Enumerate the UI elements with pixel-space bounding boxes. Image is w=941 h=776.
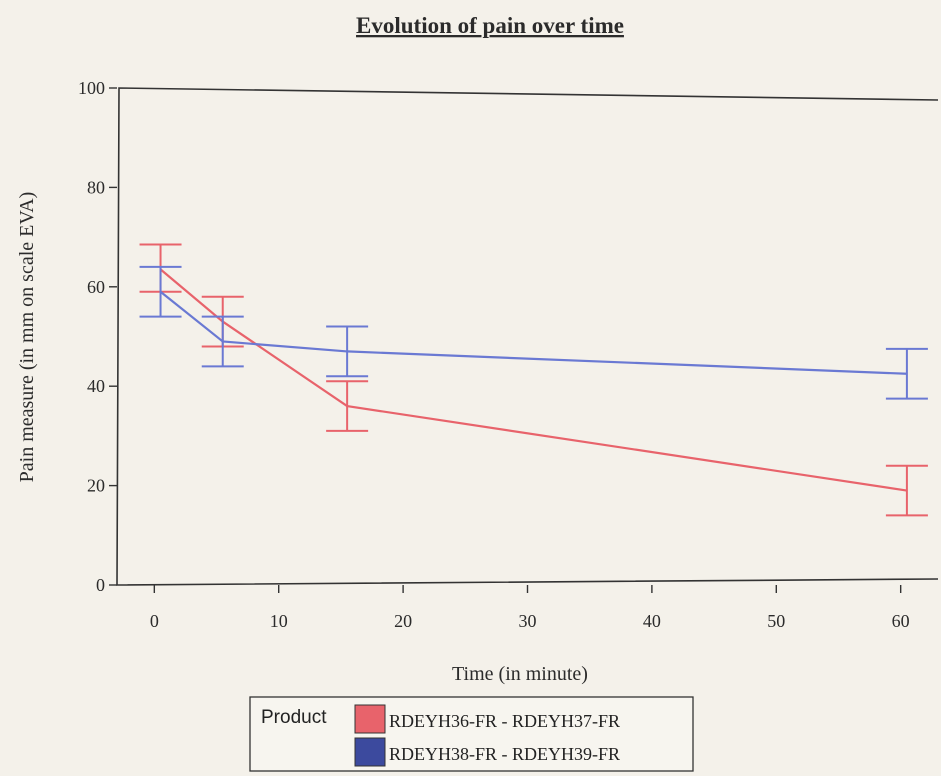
legend-swatch-series-2	[354, 737, 386, 767]
series-layer	[139, 243, 928, 517]
legend-swatch-series-1	[354, 704, 386, 734]
y-axis-ticks: 0 20 40 60 80 100	[78, 78, 117, 595]
series-2	[139, 265, 928, 400]
y-tick-label: 100	[78, 78, 105, 98]
legend-label-series-2: RDEYH38-FR - RDEYH39-FR	[389, 744, 620, 764]
y-tick-label: 20	[87, 476, 105, 496]
y-tick-label: 0	[96, 575, 105, 595]
plot-border	[116, 87, 939, 586]
x-tick-label: 50	[767, 611, 785, 631]
y-tick-label: 80	[87, 177, 105, 197]
y-axis-label: Pain measure (in mm on scale EVA)	[16, 192, 38, 483]
x-axis-label: Time (in minute)	[452, 663, 588, 685]
series-line	[159, 268, 908, 492]
x-tick-label: 60	[892, 611, 910, 631]
x-tick-label: 20	[394, 611, 412, 631]
series-1	[139, 243, 928, 517]
x-axis-ticks: 0 10 20 30 40 50 60	[150, 585, 910, 631]
x-tick-label: 30	[519, 611, 537, 631]
legend-label-series-1: RDEYH36-FR - RDEYH37-FR	[389, 711, 620, 731]
x-tick-label: 40	[643, 611, 661, 631]
chart-title: Evolution of pain over time	[356, 13, 624, 38]
series-line	[159, 290, 907, 375]
y-tick-label: 40	[87, 376, 105, 396]
y-tick-label: 60	[87, 277, 105, 297]
legend-title: Product	[261, 707, 327, 728]
legend: Product RDEYH36-FR - RDEYH37-FR RDEYH38-…	[249, 696, 694, 772]
x-tick-label: 10	[270, 611, 288, 631]
x-tick-label: 0	[150, 611, 159, 631]
plot-frame	[116, 87, 939, 586]
legend-box	[249, 696, 694, 772]
